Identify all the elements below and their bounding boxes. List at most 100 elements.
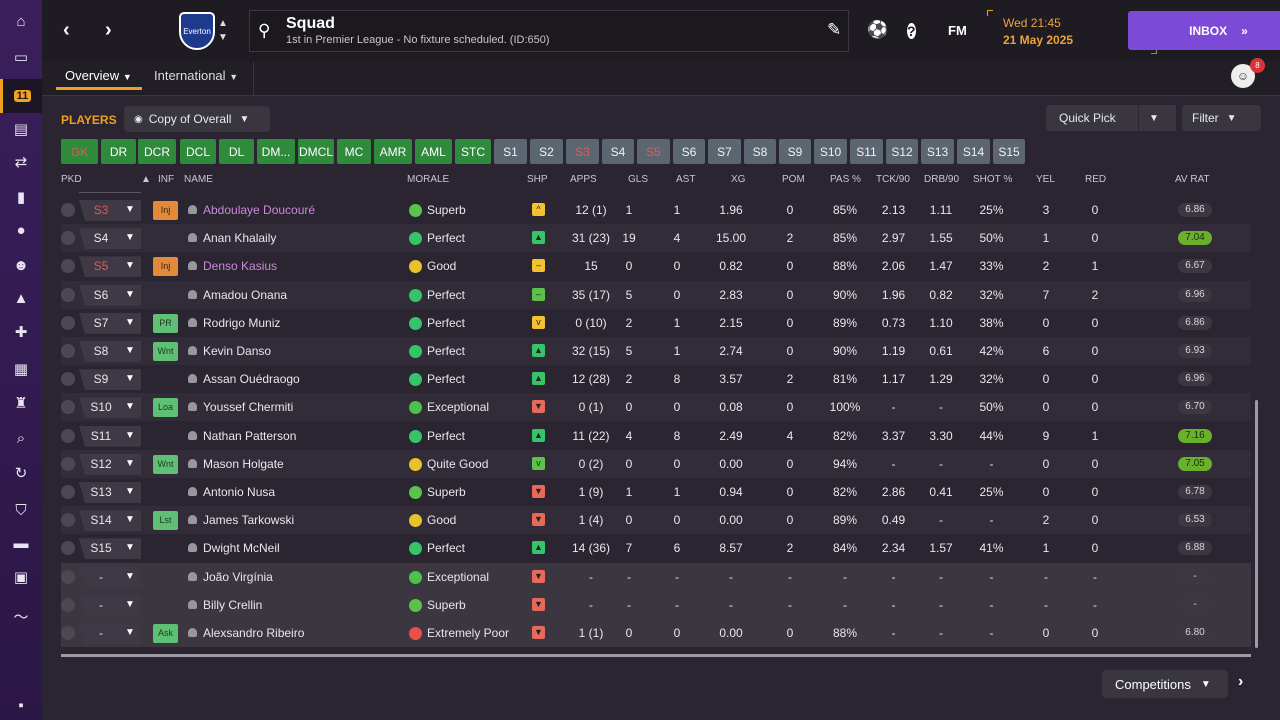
quick-pick-dropdown[interactable]: ▼ xyxy=(1138,105,1174,131)
select-checkbox[interactable] xyxy=(61,231,75,246)
competitions-icon[interactable]: ♜ xyxy=(0,386,42,420)
player-name[interactable]: Billy Crellin xyxy=(203,597,263,612)
staff-icon[interactable]: ☻ xyxy=(0,248,42,282)
chevron-down-icon[interactable]: ▼ xyxy=(125,429,135,441)
select-checkbox[interactable] xyxy=(61,456,75,471)
col-shp[interactable]: SHP xyxy=(527,174,548,185)
horizontal-scrollbar[interactable] xyxy=(61,654,1251,657)
info-badge[interactable]: Inj xyxy=(153,257,178,277)
player-name[interactable]: James Tarkowski xyxy=(203,513,295,528)
info-badge[interactable]: Wnt xyxy=(153,454,178,474)
pkd-select[interactable] xyxy=(79,538,141,560)
inbox-button[interactable]: INBOX » xyxy=(1128,11,1280,50)
position-button[interactable]: STC xyxy=(455,139,491,164)
view-select[interactable]: ◉ Copy of Overall ▼ xyxy=(124,106,270,132)
scouting-icon[interactable]: ● xyxy=(0,213,42,247)
col-drb[interactable]: DRB/90 xyxy=(924,174,960,185)
pkd-select[interactable] xyxy=(79,566,141,588)
search-icon[interactable]: ⌕ xyxy=(0,421,42,455)
position-button[interactable]: DMCL xyxy=(298,139,334,164)
pkd-select[interactable] xyxy=(79,369,141,391)
col-tck[interactable]: TCK/90 xyxy=(876,174,910,185)
position-button[interactable]: S3 xyxy=(566,139,599,164)
position-button[interactable]: S14 xyxy=(957,139,990,164)
data-hub-icon[interactable]: ▮ xyxy=(0,180,42,214)
col-ast[interactable]: AST xyxy=(676,174,696,185)
select-checkbox[interactable] xyxy=(61,372,75,387)
select-checkbox[interactable] xyxy=(61,541,75,556)
pkd-select[interactable] xyxy=(79,425,141,447)
player-name[interactable]: Rodrigo Muniz xyxy=(203,315,281,330)
table-row[interactable]: S10 ▼ Loa Youssef Chermiti Exceptional ▼ 0 (1)… xyxy=(61,393,1251,422)
col-morale[interactable]: MORALE xyxy=(407,174,450,185)
back-arrow-icon[interactable]: ‹ xyxy=(63,19,70,41)
home-icon[interactable]: ⌂ xyxy=(0,4,42,38)
info-badge[interactable]: PR xyxy=(153,313,178,333)
info-badge[interactable]: Inj xyxy=(153,201,178,220)
position-button[interactable]: DM... xyxy=(257,139,295,164)
player-name[interactable]: Mason Holgate xyxy=(203,456,284,471)
flag-icon[interactable]: ▪ xyxy=(0,688,42,720)
player-name[interactable]: Alexsandro Ribeiro xyxy=(203,626,305,640)
squad-icon[interactable]: 11 xyxy=(0,79,42,113)
chevron-down-icon[interactable]: ▼ xyxy=(125,514,135,526)
select-checkbox[interactable] xyxy=(61,287,75,302)
col-name[interactable]: NAME xyxy=(184,174,213,185)
player-name[interactable]: Amadou Onana xyxy=(203,287,288,302)
table-row[interactable]: S3 ▼ Inj Abdoulaye Doucouré Superb ^ 12 (1) 1 1 1… xyxy=(61,196,1251,224)
chevron-down-icon[interactable]: ▼ xyxy=(125,204,135,215)
chevron-down-icon[interactable]: ▼ xyxy=(125,345,135,356)
col-red[interactable]: RED xyxy=(1085,174,1107,185)
player-name[interactable]: João Virgínia xyxy=(203,569,273,584)
pkd-select[interactable] xyxy=(79,397,141,419)
club-info-icon[interactable]: ⛉ xyxy=(0,493,42,527)
select-checkbox[interactable] xyxy=(61,400,75,415)
position-button[interactable]: S11 xyxy=(850,139,883,164)
position-button[interactable]: S13 xyxy=(921,139,954,164)
col-apps[interactable]: APPS xyxy=(570,174,597,185)
player-name[interactable]: Dwight McNeil xyxy=(203,541,280,556)
search-box[interactable]: ⚲ Squad 1st in Premier League - No fixtu… xyxy=(249,10,849,52)
info-badge[interactable]: Lst xyxy=(153,511,178,531)
pkd-select[interactable] xyxy=(79,284,141,306)
col-inf[interactable]: INF xyxy=(158,174,175,185)
inbox-icon[interactable]: ▭ xyxy=(0,40,42,74)
col-xg[interactable]: XG xyxy=(731,174,746,185)
col-yel[interactable]: YEL xyxy=(1036,174,1055,185)
chevron-down-icon[interactable]: ▼ xyxy=(125,401,135,413)
training-icon[interactable]: ▲ xyxy=(0,281,42,315)
table-row[interactable]: S9 ▼ Assan Ouédraogo Perfect ▲ 12 (28) 2 8 3.57 2… xyxy=(61,365,1251,393)
position-button[interactable]: S1 xyxy=(494,139,527,164)
pkd-select[interactable] xyxy=(79,594,141,616)
chevron-down-icon[interactable]: ▼ xyxy=(125,316,135,328)
competitions-button[interactable]: Competitions ▼ xyxy=(1102,670,1228,698)
chevron-down-icon[interactable]: ▼ xyxy=(125,288,135,300)
position-button[interactable]: GK xyxy=(61,139,98,164)
pkd-select[interactable] xyxy=(79,200,141,221)
vertical-scrollbar[interactable] xyxy=(1255,400,1258,648)
pkd-select[interactable] xyxy=(79,341,141,362)
col-pkd[interactable]: PKD xyxy=(61,174,82,185)
position-button[interactable]: DR xyxy=(101,139,136,164)
schedule-icon[interactable]: ▦ xyxy=(0,352,42,386)
position-button[interactable]: S12 xyxy=(886,139,918,164)
pkd-select[interactable] xyxy=(79,453,141,475)
col-avrat[interactable]: AV RAT xyxy=(1175,174,1210,185)
club-badge-icon[interactable]: Everton xyxy=(179,12,215,50)
position-button[interactable]: S7 xyxy=(708,139,741,164)
position-button[interactable]: S15 xyxy=(993,139,1025,164)
player-name[interactable]: Denso Kasius xyxy=(203,259,278,274)
refresh-icon[interactable]: ↻ xyxy=(0,456,42,490)
position-button[interactable]: S2 xyxy=(530,139,563,164)
filter-button[interactable]: Filter ▼ xyxy=(1182,105,1261,131)
pkd-select[interactable] xyxy=(79,228,141,250)
tab-overview[interactable]: Overview ▼ xyxy=(65,68,132,83)
player-name[interactable]: Nathan Patterson xyxy=(203,428,297,443)
chevron-down-icon[interactable]: ▼ xyxy=(218,32,228,43)
pkd-select[interactable] xyxy=(79,256,141,278)
col-shot[interactable]: SHOT % xyxy=(973,174,1013,185)
table-row[interactable]: S13 ▼ Antonio Nusa Superb ▼ 1 (9) 1 1 0.94 0 82% 2.… xyxy=(61,478,1251,506)
chevron-down-icon[interactable]: ▼ xyxy=(125,542,135,554)
position-button[interactable]: S5 xyxy=(637,139,670,164)
help-icon[interactable]: ? xyxy=(907,23,916,39)
